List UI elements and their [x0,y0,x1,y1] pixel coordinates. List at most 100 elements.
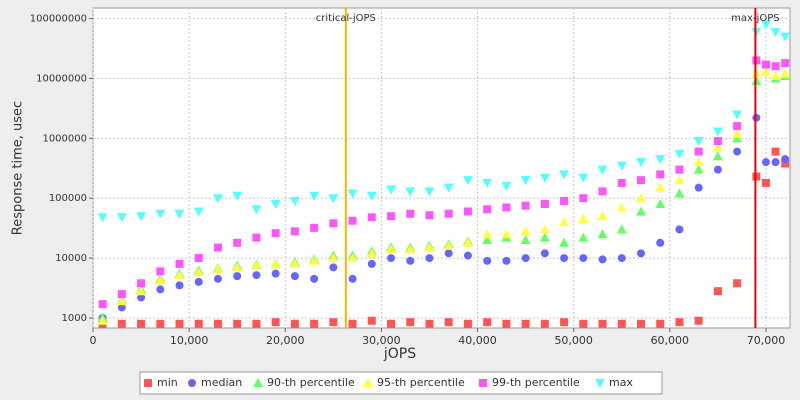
point [770,27,781,37]
x-tick-label: 40,000 [458,334,497,347]
point [213,274,222,283]
point [539,232,550,242]
y-tick-label: 100000 [49,193,87,204]
point [771,158,780,167]
point [193,267,204,277]
x-tick-label: 70,000 [747,334,786,347]
point [136,286,147,296]
point [271,229,280,238]
point [579,194,588,203]
legend-marker [144,379,152,387]
point [444,209,453,218]
point [732,110,743,120]
point [521,254,530,263]
point [675,165,684,174]
point [578,232,589,242]
point [387,319,396,328]
point [656,319,665,328]
point [232,262,243,272]
point [713,287,722,296]
point [598,319,607,328]
point [732,128,743,138]
point [674,188,685,198]
point [290,272,299,281]
point [616,224,627,234]
point [635,206,646,216]
point [329,263,338,272]
point [386,244,397,254]
point [502,203,511,212]
point [482,235,493,245]
point [290,227,299,236]
point [194,254,203,263]
point [193,207,204,217]
point [636,176,645,185]
point [387,254,396,263]
point [233,272,242,281]
x-tick-label: 60,000 [651,334,690,347]
point [175,281,184,290]
point [713,137,722,146]
point [309,255,320,265]
reference-label: critical-jOPS [316,13,376,24]
point [328,194,339,204]
point [770,70,781,80]
point [635,158,646,168]
point [483,318,492,327]
point [559,170,570,180]
point [501,181,512,191]
y-tick-label: 1000000 [42,133,87,144]
point [424,187,435,197]
point [617,254,626,263]
point [578,213,589,223]
point [310,319,319,328]
x-tick-label: 0 [90,334,97,347]
point [425,254,434,263]
point [347,253,358,263]
point [760,66,771,76]
point [213,319,222,328]
point [212,264,223,274]
point [213,243,222,252]
point [367,213,376,222]
legend-marker [363,378,373,387]
y-tick-label: 100000000 [30,14,87,25]
reference-label: max-jOPS [731,13,779,24]
point [462,237,473,247]
legend-label: min [157,376,178,389]
point [674,149,685,159]
point [559,217,570,227]
point [560,254,569,263]
point [579,319,588,328]
point [693,137,704,147]
point [175,259,184,268]
point [329,219,338,228]
point [616,202,627,212]
point [424,242,435,252]
point [116,296,127,306]
point [540,200,549,209]
point [502,319,511,328]
point [290,319,299,328]
point [761,158,770,167]
point [251,260,262,270]
point [174,209,185,219]
point [781,155,790,164]
point [194,319,203,328]
point [733,147,742,156]
point [405,244,416,254]
point [598,187,607,196]
point [348,319,357,328]
point [713,165,722,174]
x-tick-label: 10,000 [170,334,209,347]
point [463,319,472,328]
point [635,193,646,203]
point [444,249,453,258]
point [117,319,126,328]
point [483,256,492,265]
point [310,274,319,283]
point [617,319,626,328]
point [732,133,743,143]
point [443,183,454,193]
